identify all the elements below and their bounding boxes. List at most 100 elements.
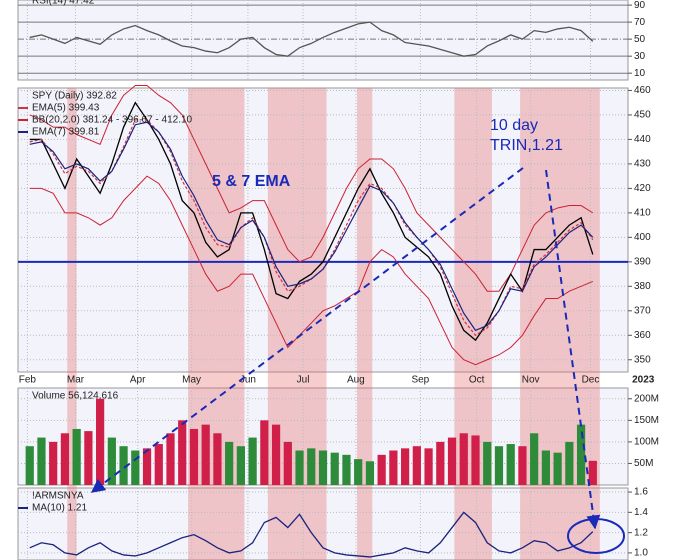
y-tick-label: 30 — [634, 51, 646, 62]
shaded-span — [67, 88, 77, 560]
volume-bar — [377, 454, 386, 485]
volume-bar — [260, 420, 269, 485]
volume-bar — [96, 398, 105, 485]
volume-bar — [541, 450, 550, 485]
volume-bar — [189, 428, 199, 485]
volume-bar — [72, 428, 81, 485]
volume-bar — [483, 441, 492, 485]
y-tick-label: 460 — [634, 85, 651, 96]
volume-bar — [576, 424, 586, 485]
volume-bar — [213, 433, 222, 485]
plot: Feb Mar Apr May Jun Jul Aug Sep Oct Nov Dec 2023 90 7… — [18, 0, 659, 559]
volume-bar — [471, 435, 480, 485]
volume-bar — [236, 446, 245, 485]
panel-title: Volume 56,124,616 — [32, 391, 119, 402]
band-upper — [29, 85, 594, 292]
arrow — [90, 167, 524, 493]
volume-bar — [84, 431, 93, 485]
y-tick-label: 420 — [634, 183, 651, 194]
price-line — [29, 21, 594, 57]
x-tick-label: Aug — [347, 375, 365, 386]
series-line — [29, 121, 594, 332]
volume-bar — [424, 448, 433, 485]
y-tick-label: 1.0 — [634, 548, 648, 559]
legend-label: EMA(5) 399.43 — [32, 103, 100, 114]
x-tick-label: 2023 — [632, 375, 655, 386]
volume-bar — [178, 420, 187, 485]
volume-bar — [330, 452, 339, 485]
volume-bar — [436, 441, 445, 485]
y-tick-label: 1.2 — [634, 527, 648, 538]
legend-label: EMA(7) 399.81 — [32, 127, 100, 138]
x-tick-label: Feb — [19, 375, 37, 386]
volume-bar — [447, 437, 457, 485]
volume-bar — [412, 446, 421, 485]
panel-title: RSI(14) 47.42 — [32, 0, 95, 7]
annotations: 5 & 7 EMA 10 day TRIN,1.21 — [90, 117, 625, 554]
x-tick-label: Jun — [240, 375, 256, 386]
volume-bar — [248, 437, 257, 485]
y-tick-label: 100M — [634, 437, 659, 448]
volume-bar — [506, 444, 515, 485]
volume-bar — [401, 448, 410, 485]
panel-title: !ARMSNYA — [32, 491, 84, 502]
volume-bar — [154, 444, 163, 485]
volume-bar — [166, 433, 175, 485]
volume-bar — [131, 450, 140, 485]
volume-bar — [271, 424, 281, 485]
volume-bar — [307, 448, 316, 485]
x-tick-label: Mar — [67, 375, 85, 386]
shaded-span — [188, 88, 245, 560]
y-tick-label: 410 — [634, 208, 651, 219]
volume-bar — [107, 437, 116, 485]
y-tick-label: 380 — [634, 281, 651, 292]
volume-bar — [142, 448, 152, 485]
volume-bar — [225, 441, 234, 485]
annotation: 5 & 7 EMA — [212, 173, 291, 190]
y-tick-label: 150M — [634, 415, 659, 426]
x-tick-label: Jul — [297, 375, 310, 386]
y-tick-label: 70 — [634, 17, 646, 28]
volume-bar — [365, 461, 375, 485]
band-lower — [29, 175, 594, 366]
y-tick-label: 1.6 — [634, 487, 648, 498]
volume-bar — [60, 433, 70, 485]
y-tick-label: 1.4 — [634, 507, 648, 518]
annotation: 10 day — [490, 117, 538, 134]
y-tick-label: 430 — [634, 159, 651, 170]
volume-bar — [49, 441, 58, 485]
y-tick-label: 440 — [634, 134, 651, 145]
x-tick-label: May — [182, 375, 201, 386]
volume-bar — [553, 452, 562, 485]
y-tick-label: 10 — [634, 68, 646, 79]
x-tick-label: Nov — [522, 375, 540, 386]
volume-bar — [342, 454, 351, 485]
y-tick-label: 350 — [634, 354, 651, 365]
y-tick-label: 90 — [634, 0, 646, 11]
volume-bar — [37, 437, 46, 485]
volume-bar — [494, 446, 504, 485]
volume-bar — [119, 446, 128, 485]
x-tick-label: Sep — [411, 375, 429, 386]
price-line — [29, 101, 594, 342]
y-tick-label: 50 — [634, 34, 646, 45]
legend-label: MA(10) 1.21 — [32, 503, 87, 514]
panel-title: SPY (Daily) 392.82 — [32, 91, 117, 102]
legend-label: BB(20,2.0) 381.24 - 396.67 - 412.10 — [32, 115, 193, 126]
volume-bar — [295, 450, 304, 485]
volume-bar — [518, 446, 527, 485]
highlight-ellipse — [567, 518, 625, 554]
y-tick-label: 360 — [634, 330, 651, 341]
volume-bar — [588, 460, 597, 485]
annotation: TRIN,1.21 — [490, 137, 563, 154]
y-tick-label: 390 — [634, 256, 651, 267]
volume-bar — [25, 446, 34, 485]
y-tick-label: 400 — [634, 232, 651, 243]
y-tick-label: 370 — [634, 305, 651, 316]
shaded-span — [520, 88, 600, 560]
panel-background — [17, 0, 629, 81]
volume-bar — [318, 450, 328, 485]
y-tick-label: 450 — [634, 110, 651, 121]
volume-bar — [389, 450, 398, 485]
